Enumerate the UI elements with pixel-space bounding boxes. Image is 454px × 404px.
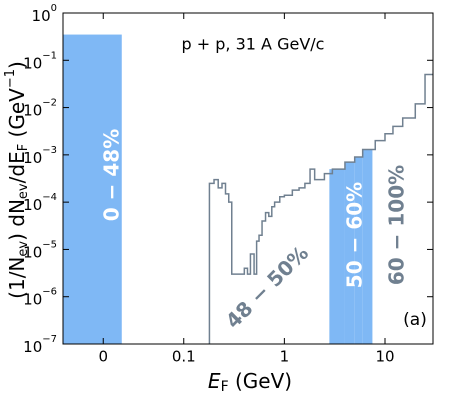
y-axis-label: (1/Nev) dNev/dEF (GeV−1) xyxy=(3,61,31,299)
plot-frame xyxy=(62,12,434,345)
y-tick-label-base: 10 xyxy=(32,7,51,25)
region-bar xyxy=(63,34,122,344)
region-label: 0 − 48% xyxy=(100,129,124,221)
y-tick-label-exp: −6 xyxy=(42,287,57,298)
y-tick-label: 10−6 xyxy=(23,287,57,309)
x-axis-label: EF (GeV) xyxy=(208,369,292,396)
y-tick-label-exp: −4 xyxy=(42,192,57,203)
region-bar xyxy=(329,169,345,344)
x-tick-label: 1 xyxy=(280,348,290,366)
region-bar xyxy=(354,157,363,344)
y-tick-label: 10−7 xyxy=(23,334,57,356)
y-tick-label-exp: −3 xyxy=(42,145,57,156)
y-tick-label-exp: −5 xyxy=(42,239,57,250)
y-tick-label: 10−4 xyxy=(23,192,57,214)
annotation: p + p, 31 A GeV/c xyxy=(182,35,325,54)
label-part: ev xyxy=(16,183,31,199)
y-tick-label-base: 10 xyxy=(23,148,42,166)
region-label: 60 − 100% xyxy=(385,165,409,285)
y-tick-label: 100 xyxy=(32,3,57,25)
region-bar xyxy=(344,162,355,344)
y-tick-label-exp: −7 xyxy=(42,334,57,345)
y-tick-label: 10−1 xyxy=(23,50,57,72)
region-label: 48 − 50% xyxy=(221,241,313,333)
y-tick-label-exp: 0 xyxy=(51,3,57,14)
label-part: −1 xyxy=(3,69,18,88)
label-part: ) dN xyxy=(5,199,29,241)
panel-label: (a) xyxy=(403,310,427,330)
label-part: F xyxy=(16,144,31,151)
y-tick-label-base: 10 xyxy=(23,54,42,72)
y-tick-label-base: 10 xyxy=(23,101,42,119)
label-part: E xyxy=(208,369,221,393)
y-tick-label-base: 10 xyxy=(23,243,42,261)
label-part: (GeV) xyxy=(229,369,292,393)
label-part: F xyxy=(221,379,229,395)
y-tick-label: 10−2 xyxy=(23,98,57,120)
x-tick-label: 0.1 xyxy=(172,348,196,366)
y-tick-label: 10−3 xyxy=(23,145,57,167)
y-tick-label-base: 10 xyxy=(23,338,42,356)
histogram-line xyxy=(208,73,433,344)
y-tick-label: 10−5 xyxy=(23,239,57,261)
x-tick-label: 0 xyxy=(98,348,108,366)
label-part: ) xyxy=(5,61,29,69)
region-bar xyxy=(362,149,373,344)
x-tick-label: 10 xyxy=(375,348,394,366)
y-tick-label-exp: −2 xyxy=(42,98,57,109)
y-tick-label-exp: −1 xyxy=(42,50,57,61)
region-label: 50 − 60% xyxy=(343,182,367,288)
plot-marks xyxy=(63,34,433,344)
y-tick-label-base: 10 xyxy=(23,196,42,214)
label-part: ev xyxy=(16,241,31,257)
label-part: (GeV xyxy=(5,88,29,144)
label-part: (1/N xyxy=(5,257,29,299)
label-part: /dE xyxy=(5,151,29,183)
y-tick-label-base: 10 xyxy=(23,290,42,308)
